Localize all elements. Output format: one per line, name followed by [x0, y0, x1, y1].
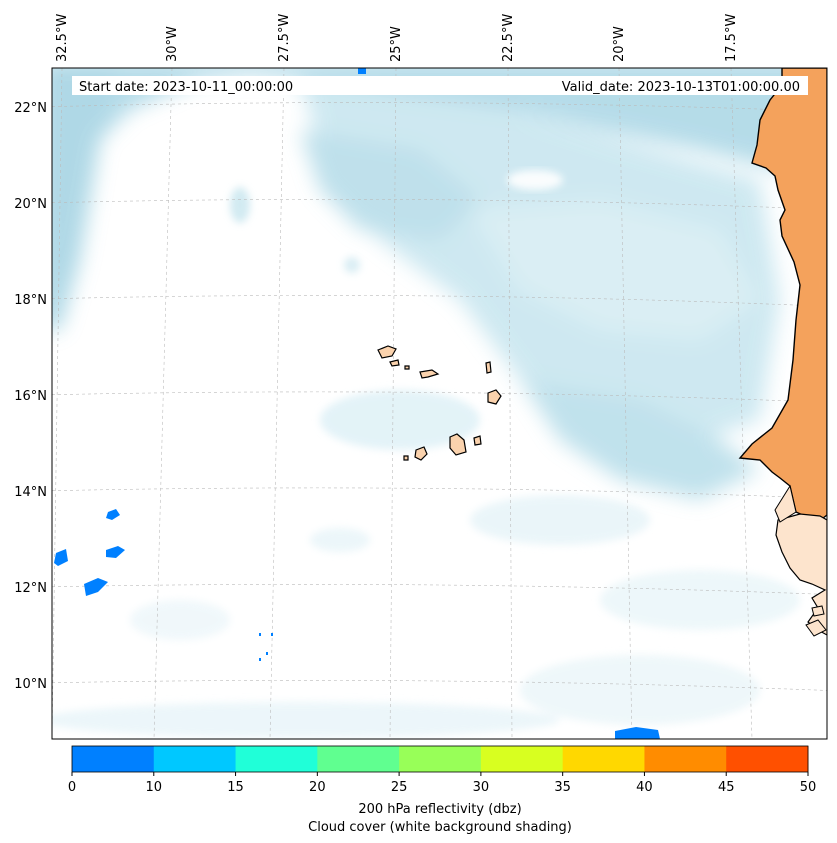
colorbar-tick-label: 15 [227, 780, 244, 795]
colorbar-tick-label: 10 [146, 780, 163, 795]
colorbar-segment [644, 746, 727, 772]
colorbar-segment [235, 746, 318, 772]
lat-label: 14°N [14, 485, 47, 500]
colorbar-segment [317, 746, 400, 772]
latitude-labels: 22°N 20°N 18°N 16°N 14°N 12°N 10°N [14, 101, 47, 692]
colorbar-segment [72, 746, 155, 772]
lon-label: 17.5°W [724, 14, 739, 62]
colorbar-title: 200 hPa reflectivity (dbz) [358, 802, 521, 817]
colorbar-segment [726, 746, 809, 772]
colorbar-tick-label: 0 [68, 780, 76, 795]
land-mass [738, 68, 827, 637]
colorbar-tick-label: 20 [309, 780, 326, 795]
colorbar-segment [399, 746, 482, 772]
colorbar-tick-label: 30 [473, 780, 490, 795]
lat-label: 22°N [14, 101, 47, 116]
start-date-label: Start date: 2023-10-11_00:00:00 [79, 80, 293, 95]
lon-label: 22.5°W [501, 14, 516, 62]
lat-label: 18°N [14, 293, 47, 308]
valid-date-label: Valid_date: 2023-10-13T01:00:00.00 [562, 80, 800, 95]
colorbar-tick-label: 35 [554, 780, 571, 795]
lon-label: 32.5°W [55, 14, 70, 62]
colorbar-border [71, 745, 809, 773]
colorbar-tick-label: 50 [800, 780, 817, 795]
lon-label: 25°W [389, 26, 404, 62]
colorbar-tick-label: 40 [636, 780, 653, 795]
colorbar-segment [480, 746, 564, 772]
colorbar-segment [153, 746, 237, 772]
cape-verde-islands [377, 345, 502, 461]
colorbar-tick-label: 45 [718, 780, 735, 795]
graticule [52, 68, 827, 739]
colorbar-segment [562, 746, 645, 772]
colorbar-subtitle: Cloud cover (white background shading) [308, 820, 572, 835]
lat-label: 12°N [14, 581, 47, 596]
lon-label: 27.5°W [277, 14, 292, 62]
lon-label: 30°W [165, 26, 180, 62]
info-box [72, 76, 808, 95]
lat-label: 10°N [14, 677, 47, 692]
lat-label: 16°N [14, 389, 47, 404]
cloud-cover-shading [52, 68, 827, 738]
map-border [51, 67, 828, 740]
colorbar-tick-label: 25 [391, 780, 408, 795]
lon-label: 20°W [612, 26, 627, 62]
longitude-labels: 32.5°W 30°W 27.5°W 25°W 22.5°W 20°W 17.5… [55, 14, 739, 62]
lat-label: 20°N [14, 197, 47, 212]
reflectivity-patches [54, 68, 660, 739]
colorbar: 0 10 15 20 25 30 35 40 45 50 [68, 745, 817, 795]
